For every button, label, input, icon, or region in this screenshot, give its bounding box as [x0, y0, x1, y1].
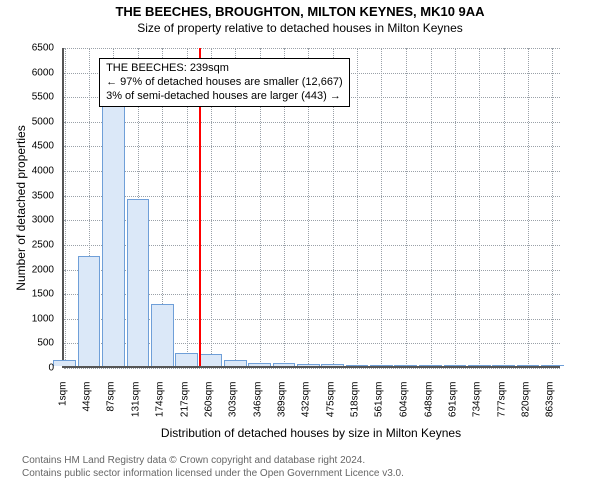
- y-tick-label: 2500: [0, 239, 54, 250]
- y-tick-label: 3500: [0, 190, 54, 201]
- grid-line-v: [381, 48, 382, 366]
- x-tick-label: 131sqm: [131, 382, 142, 432]
- grid-line-h: [64, 368, 560, 369]
- grid-line-v: [406, 48, 407, 366]
- y-tick-label: 6000: [0, 67, 54, 78]
- x-tick-label: 777sqm: [496, 382, 507, 432]
- x-tick-label: 217sqm: [179, 382, 190, 432]
- histogram-bar: [127, 199, 150, 366]
- grid-line-v: [65, 48, 66, 366]
- x-tick-label: 87sqm: [106, 382, 117, 432]
- x-tick-label: 174sqm: [155, 382, 166, 432]
- histogram-bar: [273, 363, 296, 366]
- histogram-bar: [53, 360, 76, 366]
- histogram-bar: [346, 365, 369, 366]
- histogram-bar: [224, 360, 247, 366]
- annotation-line3: 3% of semi-detached houses are larger (4…: [106, 90, 343, 104]
- x-tick-label: 475sqm: [325, 382, 336, 432]
- y-tick-label: 2000: [0, 264, 54, 275]
- y-tick-label: 0: [0, 363, 54, 374]
- y-tick-label: 5000: [0, 116, 54, 127]
- x-tick-label: 389sqm: [277, 382, 288, 432]
- x-tick-label: 820sqm: [521, 382, 532, 432]
- x-tick-label: 260sqm: [204, 382, 215, 432]
- histogram-bar: [102, 100, 125, 366]
- histogram-bar: [541, 365, 564, 366]
- histogram-bar: [151, 304, 174, 366]
- grid-line-v: [528, 48, 529, 366]
- histogram-bar: [78, 256, 101, 366]
- y-tick-label: 1500: [0, 289, 54, 300]
- x-tick-label: 734sqm: [472, 382, 483, 432]
- histogram-bar: [517, 365, 540, 366]
- footer: Contains HM Land Registry data © Crown c…: [22, 454, 404, 480]
- histogram-bar: [468, 365, 491, 366]
- y-tick-label: 6500: [0, 43, 54, 54]
- x-tick-label: 561sqm: [374, 382, 385, 432]
- histogram-bar: [444, 365, 467, 366]
- footer-line1: Contains HM Land Registry data © Crown c…: [22, 454, 404, 467]
- x-tick-label: 346sqm: [252, 382, 263, 432]
- x-tick-label: 518sqm: [350, 382, 361, 432]
- x-tick-label: 863sqm: [545, 382, 556, 432]
- x-tick-label: 1sqm: [57, 382, 68, 432]
- grid-line-v: [431, 48, 432, 366]
- grid-line-v: [357, 48, 358, 366]
- y-tick-label: 500: [0, 338, 54, 349]
- x-tick-label: 604sqm: [398, 382, 409, 432]
- y-tick-label: 3000: [0, 215, 54, 226]
- grid-line-v: [552, 48, 553, 366]
- histogram-bar: [394, 365, 417, 366]
- histogram-bar: [248, 363, 271, 366]
- histogram-bar: [200, 354, 223, 366]
- histogram-bar: [492, 365, 515, 366]
- annotation-box: THE BEECHES: 239sqm ← 97% of detached ho…: [99, 58, 350, 107]
- annotation-line2: ← 97% of detached houses are smaller (12…: [106, 76, 343, 90]
- histogram-bar: [321, 364, 344, 366]
- histogram-bar: [370, 365, 393, 366]
- y-tick-label: 5500: [0, 92, 54, 103]
- x-tick-label: 648sqm: [423, 382, 434, 432]
- page-subtitle: Size of property relative to detached ho…: [0, 19, 600, 35]
- grid-line-v: [455, 48, 456, 366]
- histogram-bar: [297, 364, 320, 366]
- histogram-bar: [419, 365, 442, 366]
- histogram-bar: [175, 353, 198, 366]
- chart-plot-area: THE BEECHES: 239sqm ← 97% of detached ho…: [62, 48, 560, 368]
- x-tick-label: 432sqm: [301, 382, 312, 432]
- x-tick-label: 44sqm: [81, 382, 92, 432]
- y-tick-label: 4000: [0, 166, 54, 177]
- footer-line2: Contains public sector information licen…: [22, 467, 404, 480]
- page-title: THE BEECHES, BROUGHTON, MILTON KEYNES, M…: [0, 0, 600, 19]
- y-tick-label: 4500: [0, 141, 54, 152]
- annotation-line1: THE BEECHES: 239sqm: [106, 62, 343, 76]
- grid-line-v: [479, 48, 480, 366]
- x-tick-label: 303sqm: [228, 382, 239, 432]
- x-tick-label: 691sqm: [448, 382, 459, 432]
- grid-line-v: [504, 48, 505, 366]
- y-tick-label: 1000: [0, 313, 54, 324]
